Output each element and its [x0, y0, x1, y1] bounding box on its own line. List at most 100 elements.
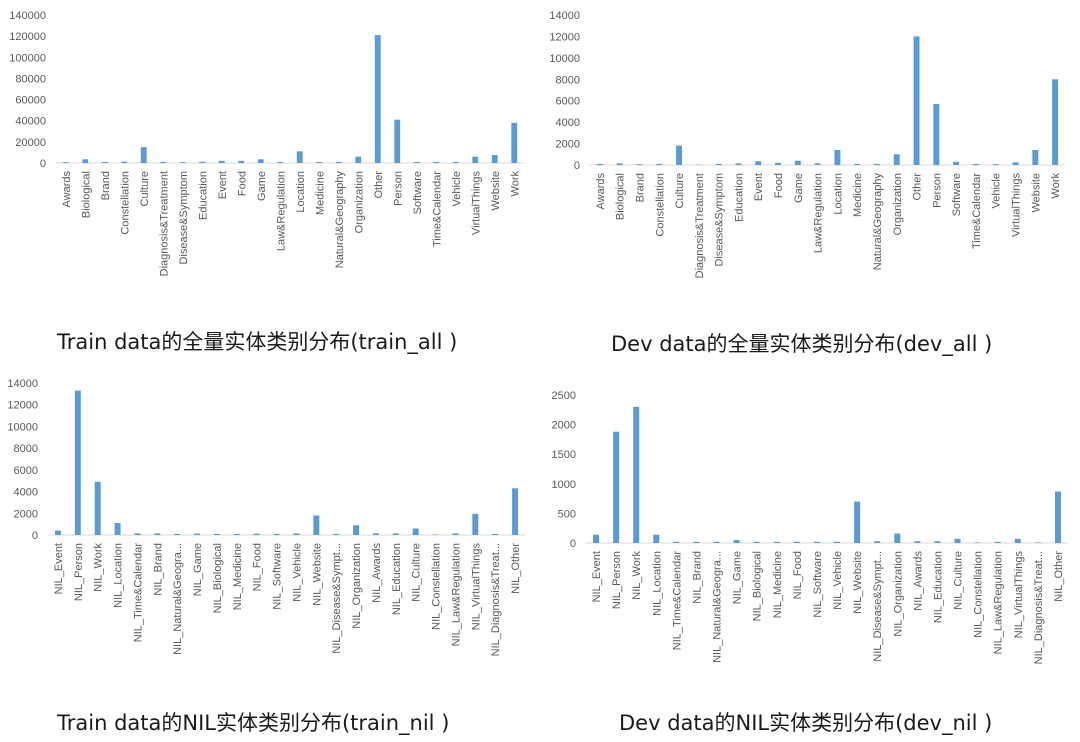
y-tick-label: 500 [558, 508, 576, 520]
bar [1034, 542, 1041, 543]
bar [194, 533, 201, 535]
bar [992, 164, 999, 165]
y-tick-label: 8000 [556, 74, 580, 86]
x-category-label: NIL_Organization [892, 551, 904, 637]
bar [82, 159, 89, 163]
bar [432, 534, 439, 535]
y-tick-label: 4000 [556, 117, 580, 129]
bar [854, 163, 861, 165]
x-category-label: Medicine [852, 173, 864, 217]
x-category-label: Law&Regulation [813, 173, 825, 253]
y-tick-label: 8000 [14, 443, 38, 455]
y-tick-label: 0 [574, 160, 580, 172]
x-category-label: NIL_Software [272, 543, 284, 610]
y-tick-label: 6000 [556, 96, 580, 108]
x-category-label: NIL_Culture [953, 551, 965, 610]
x-category-label: Constellation [654, 173, 666, 237]
x-category-label: Organization [353, 171, 365, 233]
bar [253, 533, 260, 535]
bar [511, 122, 518, 163]
x-category-label: NIL_Time&Calendar [671, 551, 683, 651]
bar-chart-dev-all: 0 2000 4000 6000 8000 10000 12000 14000 Awards Bi… [549, 10, 1065, 278]
y-tick-label: 2000 [556, 139, 580, 151]
x-category-label: NIL_Constellation [431, 543, 443, 630]
bar [452, 161, 459, 163]
x-category-label: Organization [892, 173, 904, 235]
y-tick-label: 0 [32, 530, 38, 542]
chart-caption: Train data的NIL实体类别分布(train_nil ) [57, 711, 450, 735]
bar [793, 541, 800, 543]
bar [392, 533, 399, 535]
bar [954, 538, 961, 543]
chart-panel-train-all: 0 20000 40000 60000 80000 100000 120000 140000 A… [0, 0, 540, 360]
x-category-label: Disease&Symptom [714, 173, 726, 267]
bar [933, 103, 940, 165]
bar [491, 155, 498, 163]
x-category-label: NIL_Law&Regulation [450, 543, 462, 646]
x-category-label: NIL_Work [631, 551, 643, 600]
x-category-label: Software [412, 171, 424, 214]
bar [121, 161, 128, 163]
y-tick-label: 12000 [549, 31, 580, 43]
x-category-label: NIL_Location [113, 543, 125, 608]
bar [333, 533, 340, 535]
x-category-label: NIL_Brand [691, 551, 703, 604]
bar [114, 523, 121, 535]
x-category-label: Awards [595, 173, 607, 210]
x-category-label: NIL_VirtualThings [470, 543, 482, 631]
x-category-label: Time&Calendar [431, 171, 443, 247]
x-category-label: NIL_Website [311, 543, 323, 606]
x-category-label: NIL_Disease&Sympt... [872, 551, 884, 662]
bar [238, 160, 245, 163]
x-category-label: Culture [139, 171, 151, 206]
bar [62, 162, 69, 163]
y-tick-label: 100000 [9, 52, 46, 64]
bar [355, 156, 362, 163]
bar [814, 163, 821, 165]
x-category-label: NIL_Diagnosis&Treat... [1033, 551, 1045, 664]
x-category-label: Website [490, 171, 502, 211]
bar [1054, 491, 1061, 543]
bar [316, 161, 323, 163]
x-category-label: NIL_Person [611, 551, 623, 609]
x-category-label: Biological [615, 173, 627, 220]
chart-caption: Dev data的NIL实体类别分布(dev_nil ) [619, 711, 993, 735]
x-category-label: NIL_Work [93, 543, 105, 592]
bar [1032, 150, 1039, 165]
x-category-label: Diagnosis&Treatment [158, 171, 170, 276]
bar [154, 533, 161, 535]
bar [755, 161, 762, 165]
bar [313, 515, 320, 535]
x-category-label: Website [1030, 173, 1042, 213]
x-category-label: NIL_Game [192, 543, 204, 596]
x-category-label: Natural&Geography [334, 171, 346, 269]
x-category-label: Work [1050, 173, 1062, 199]
bar [413, 161, 420, 163]
x-category-label: NIL_Medicine [772, 551, 784, 618]
bar [353, 525, 360, 535]
x-category-label: NIL_Event [591, 551, 603, 602]
bar [273, 533, 280, 535]
x-category-label: Software [951, 173, 963, 216]
x-category-label: NIL_Location [651, 551, 663, 616]
bar [257, 159, 264, 163]
bar [1052, 79, 1059, 165]
bar [913, 36, 920, 165]
x-category-label: NIL_Biological [212, 543, 224, 613]
y-tick-label: 40000 [15, 116, 46, 128]
bar [894, 533, 901, 543]
y-tick-label: 120000 [9, 31, 46, 43]
bar [512, 488, 519, 535]
x-category-label: NIL_Person [73, 543, 85, 601]
bar [653, 534, 660, 543]
x-category-label: NIL_Food [252, 543, 264, 591]
x-category-label: Person [392, 171, 404, 206]
x-category-label: VirtualThings [470, 171, 482, 235]
y-tick-label: 20000 [15, 137, 46, 149]
x-category-label: Brand [100, 171, 112, 200]
x-category-label: Vehicle [451, 171, 463, 206]
y-tick-label: 1500 [552, 449, 576, 461]
bar [613, 431, 620, 543]
x-category-label: Time&Calendar [971, 173, 983, 249]
bar [656, 163, 663, 165]
